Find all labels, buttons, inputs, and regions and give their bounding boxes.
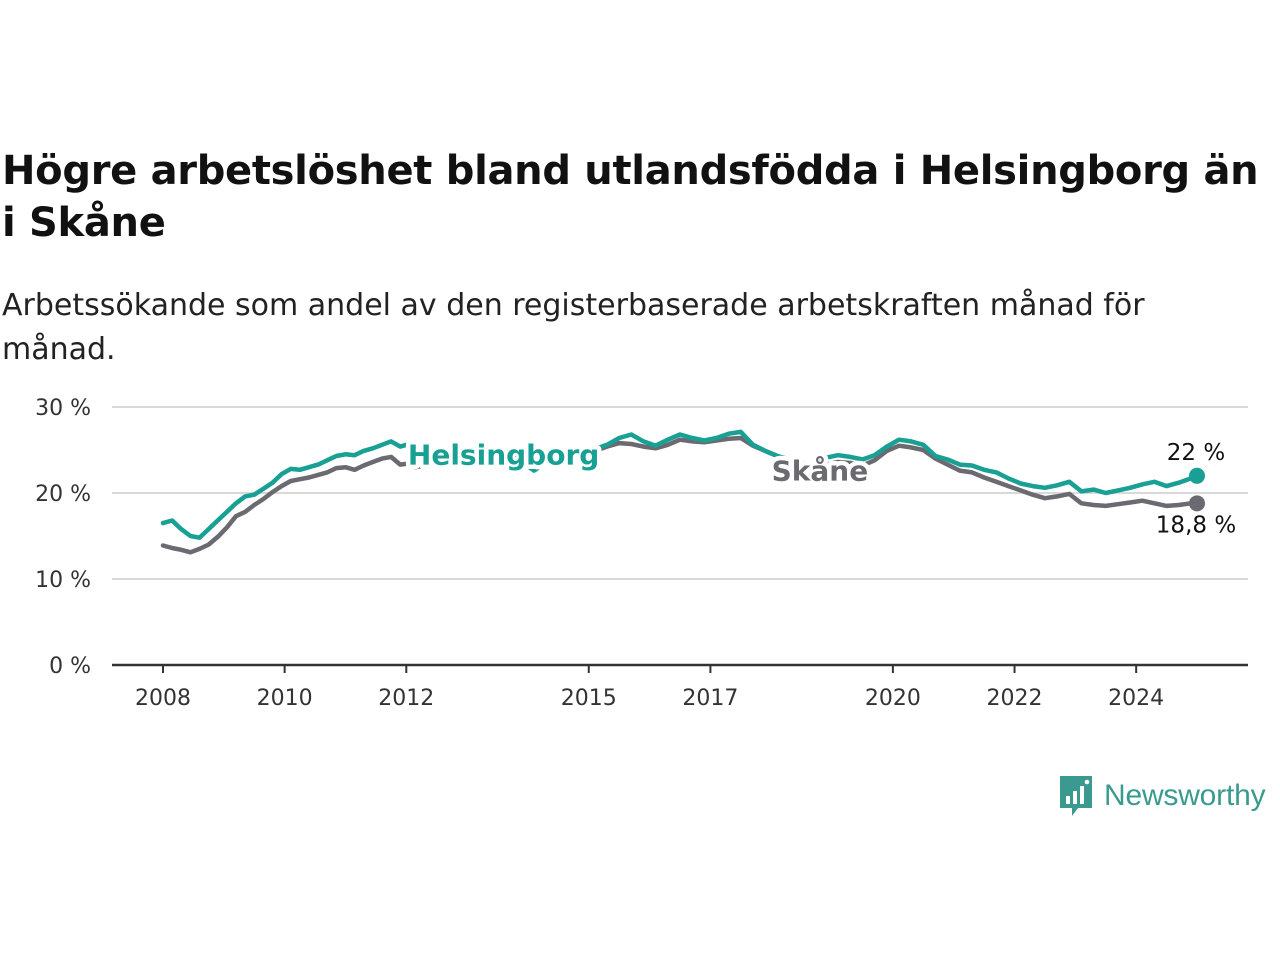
series-lines bbox=[160, 429, 1205, 555]
y-tick-label: 10 % bbox=[35, 568, 91, 593]
brand-name: Newsworthy bbox=[1104, 779, 1266, 812]
x-tick-label: 2012 bbox=[378, 686, 434, 711]
x-tick-label: 2024 bbox=[1108, 686, 1164, 711]
x-tick-label: 2008 bbox=[135, 686, 191, 711]
series-labels: 22 % Helsingborg 18,8 % Skåne bbox=[403, 434, 1236, 539]
bar-chart-speech-bubble-icon bbox=[1060, 776, 1092, 816]
end-point-marker bbox=[1189, 467, 1205, 484]
x-tick-label: 2010 bbox=[257, 686, 313, 711]
series-label: Skåne bbox=[772, 455, 869, 488]
y-tick-label: 20 % bbox=[35, 482, 91, 507]
end-value-label: 22 % bbox=[1167, 440, 1225, 466]
x-tick-label: 2022 bbox=[987, 686, 1043, 711]
y-axis: 0 % 10 % 20 % 30 % bbox=[35, 396, 91, 679]
x-tick-label: 2017 bbox=[682, 686, 738, 711]
chart-subtitle: Arbetssökande som andel av den registerb… bbox=[2, 288, 1145, 367]
line-chart: 0 % 10 % 20 % 30 % 2008 2010 2012 2015 2017 2020… bbox=[35, 396, 1248, 711]
x-tick-label: 2015 bbox=[561, 686, 617, 711]
end-point-marker bbox=[1189, 495, 1205, 512]
newsworthy-logo[interactable]: Newsworthy bbox=[1058, 774, 1266, 818]
series-label: Helsingborg bbox=[408, 438, 599, 471]
series-line-skane bbox=[160, 435, 1200, 555]
x-axis: 2008 2010 2012 2015 2017 2020 2022 2024 bbox=[112, 663, 1248, 711]
series-line-helsingborg bbox=[160, 429, 1200, 540]
y-tick-label: 30 % bbox=[35, 396, 91, 421]
chart-title: Högre arbetslöshet bland utlandsfödda i … bbox=[2, 148, 1259, 246]
grid-lines bbox=[112, 406, 1248, 580]
end-value-label: 18,8 % bbox=[1156, 512, 1236, 538]
y-tick-label: 0 % bbox=[49, 654, 91, 679]
x-tick-label: 2020 bbox=[865, 686, 921, 711]
